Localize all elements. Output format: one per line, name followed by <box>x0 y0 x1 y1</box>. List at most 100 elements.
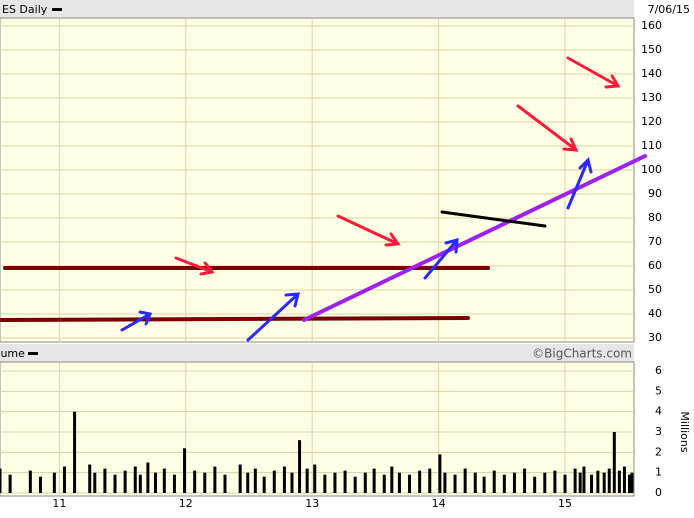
volume-bar <box>146 462 150 493</box>
volume-bar <box>463 468 467 493</box>
volume-bar <box>162 468 166 493</box>
volume-bar <box>103 468 107 493</box>
price-panel <box>0 17 635 343</box>
x-tick-label: 13 <box>305 497 319 510</box>
volume-bar <box>418 470 422 493</box>
legend-swatch <box>52 8 62 11</box>
volume-bar <box>573 468 577 493</box>
volume-header <box>0 344 634 362</box>
y-tick-label: 140 <box>641 67 662 80</box>
y-tick-label: 160 <box>641 19 662 32</box>
volume-bar <box>133 466 137 493</box>
volume-bar <box>253 468 257 493</box>
volume-bar <box>627 474 631 493</box>
volume-bar <box>428 468 432 493</box>
volume-bar <box>512 472 516 493</box>
volume-bar <box>333 472 337 493</box>
volume-bar <box>543 472 547 493</box>
y-tick-label: 1 <box>655 466 662 479</box>
volume-bar <box>113 474 117 493</box>
y-tick-label: 0 <box>655 486 662 499</box>
volume-bar <box>523 468 527 493</box>
volume-bar <box>622 466 626 493</box>
y-tick-label: 120 <box>641 115 662 128</box>
trend-line <box>302 154 647 322</box>
volume-bar <box>28 470 32 493</box>
plot: 3040506070809010011012013014015016001234… <box>0 18 662 510</box>
volume-bar <box>93 472 97 493</box>
volume-bar <box>52 472 56 493</box>
y-tick-label: 50 <box>648 283 662 296</box>
y-tick-label: 40 <box>648 307 662 320</box>
volume-bar <box>246 472 250 493</box>
y-tick-label: 3 <box>655 425 662 438</box>
y-tick-label: 110 <box>641 139 662 152</box>
volume-bar <box>282 466 286 493</box>
volume-bar <box>363 472 367 493</box>
volume-bar <box>343 470 347 493</box>
y-tick-label: 80 <box>648 211 662 224</box>
blue-arrows <box>120 157 593 342</box>
x-tick-label: 11 <box>52 497 66 510</box>
volume-bar <box>502 474 506 493</box>
volume-bar <box>0 468 2 493</box>
volume-bar <box>390 466 394 493</box>
volume-bar <box>272 470 276 493</box>
volume-bar <box>563 474 567 493</box>
volume-bar <box>582 466 586 493</box>
credit: ©BigCharts.com <box>532 347 632 361</box>
arrow <box>516 104 579 152</box>
arrow <box>566 56 621 89</box>
arrow <box>120 310 153 332</box>
wedge-line <box>440 210 547 228</box>
y-tick-label: 130 <box>641 91 662 104</box>
volume-bar <box>305 468 309 493</box>
legend-swatch <box>28 352 38 355</box>
y-tick-label: 60 <box>648 259 662 272</box>
y-tick-label: 30 <box>648 331 662 344</box>
volume-bar <box>213 466 217 493</box>
volume-bar <box>473 472 477 493</box>
arrow <box>336 214 401 247</box>
volume-bar <box>453 474 457 493</box>
y-tick-label: 100 <box>641 163 662 176</box>
volume-bar <box>298 440 302 493</box>
y-tick-label: 150 <box>641 43 662 56</box>
volume-bar <box>238 464 242 493</box>
volume-bar <box>172 474 176 493</box>
y-tick-label: 6 <box>655 364 662 377</box>
volume-bar <box>590 474 594 493</box>
arrow <box>423 237 459 280</box>
y-tick-label: 70 <box>648 235 662 248</box>
arrow <box>174 256 215 276</box>
x-tick-label: 14 <box>432 497 446 510</box>
volume-bar <box>73 411 77 493</box>
y-tick-label: 5 <box>655 384 662 397</box>
volume-bar <box>290 472 294 493</box>
y-axis-label: Millions <box>678 411 691 452</box>
volume-bar <box>138 474 142 493</box>
arrow <box>246 292 300 342</box>
volume-bar <box>123 470 127 493</box>
volume-bar <box>372 468 376 493</box>
volume-bar <box>607 468 611 493</box>
volume-bar <box>313 464 317 493</box>
volume-bar <box>183 448 187 493</box>
volume-bar <box>630 472 634 493</box>
x-tick-label: 15 <box>558 497 572 510</box>
volume-bar <box>62 466 66 493</box>
volume-bar <box>223 474 227 493</box>
volume-bar <box>602 472 606 493</box>
chart-title: ES Daily <box>2 3 48 16</box>
volume-bar <box>353 476 357 493</box>
arrow <box>566 157 593 210</box>
volume-bar <box>88 464 92 493</box>
volume-bar <box>438 454 442 493</box>
annotations <box>0 56 647 342</box>
volume-bar <box>323 474 327 493</box>
volume-bar <box>578 472 582 493</box>
volume-bar <box>203 472 207 493</box>
volume-bar <box>533 476 537 493</box>
x-tick-label: 12 <box>179 497 193 510</box>
